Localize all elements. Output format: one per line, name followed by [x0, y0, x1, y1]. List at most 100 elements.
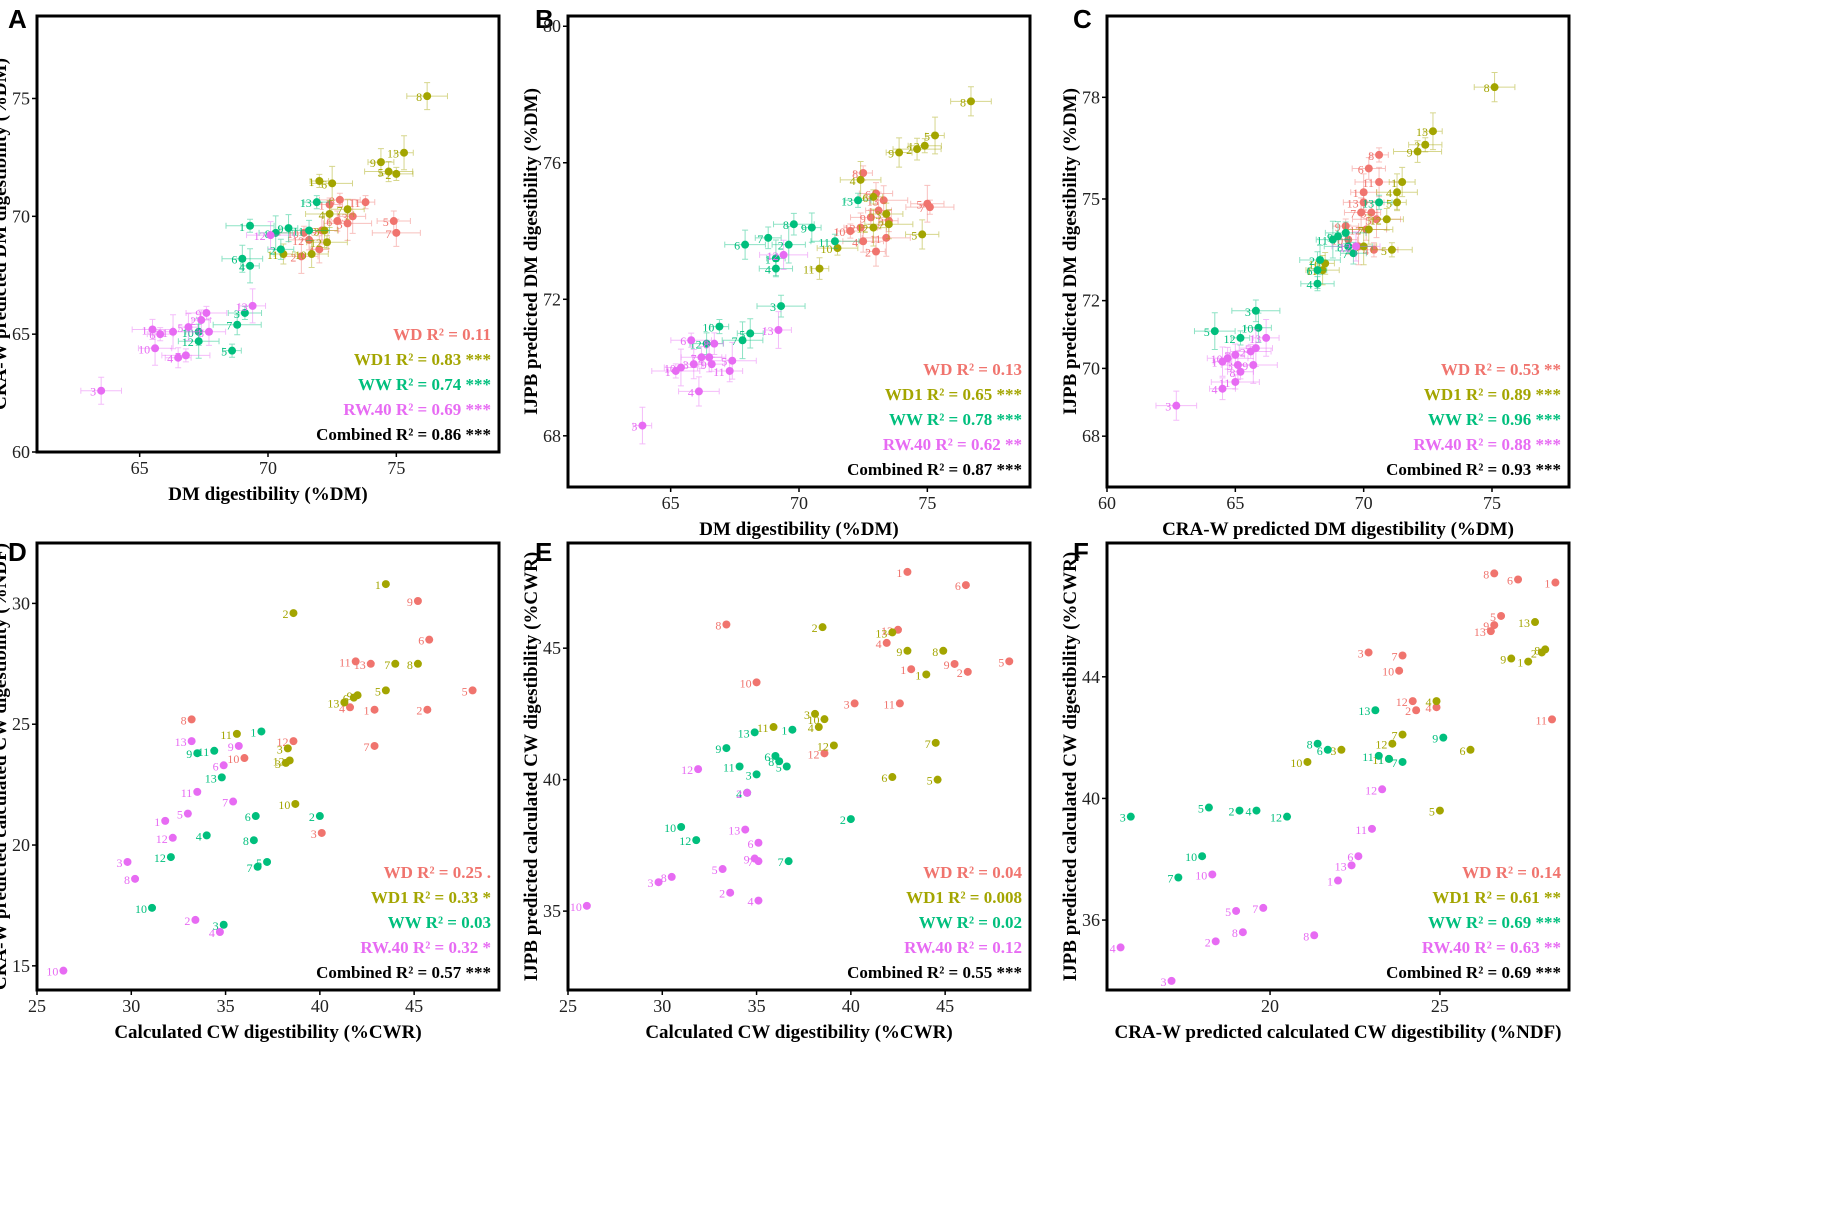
data-point: [291, 799, 300, 808]
point-label: 2: [290, 250, 296, 264]
point-label: 2: [1205, 935, 1211, 949]
y-tick-label: 76: [543, 153, 561, 173]
data-point: [253, 862, 262, 871]
point-label: 3: [1358, 646, 1364, 660]
point-label: 8: [124, 873, 130, 887]
panel-c: C861111337591210248132914512765101113191…: [1060, 4, 1571, 540]
point-label: 8: [1303, 929, 1309, 943]
data-point: [850, 699, 859, 708]
data-point: [1490, 83, 1499, 92]
data-point: [340, 698, 349, 707]
data-point: [1251, 306, 1260, 315]
legend-significance: ***: [1531, 913, 1561, 932]
point-label: 2: [840, 813, 846, 827]
point-label: 11: [349, 196, 361, 210]
point-label: 1: [154, 815, 160, 829]
legend-entry: Combined R² = 0.93 ***: [1386, 460, 1561, 479]
legend-entry: WD1 R² = 0.89 ***: [1424, 385, 1561, 404]
data-point: [307, 250, 316, 259]
point-label: 9: [370, 156, 376, 170]
data-point: [1364, 225, 1373, 234]
point-label: 4: [850, 174, 856, 188]
data-point: [1428, 127, 1437, 136]
x-axis-label: Calculated CW digestibility (%CWR): [645, 1022, 952, 1043]
data-point: [830, 237, 839, 246]
data-point: [315, 176, 324, 185]
point-label: 11: [803, 263, 815, 277]
data-point: [1432, 697, 1441, 706]
data-point: [246, 261, 255, 270]
data-point: [811, 709, 820, 718]
point-label: 7: [878, 218, 884, 232]
point-label: 9: [744, 853, 750, 867]
data-point: [1126, 812, 1135, 821]
point-label: 6: [862, 191, 868, 205]
data-point: [1328, 235, 1337, 244]
point-label: 8: [703, 338, 709, 352]
data-point: [925, 203, 934, 212]
legend-r2: WD1 R² = 0.89: [1424, 385, 1531, 404]
data-point: [166, 853, 175, 862]
legend-significance: *: [478, 938, 491, 957]
x-tick-label: 25: [559, 996, 577, 1016]
point-label: 6: [865, 187, 871, 201]
data-point: [866, 213, 875, 222]
x-tick-label: 25: [1431, 996, 1449, 1016]
data-point: [874, 206, 883, 215]
data-point: [194, 337, 203, 346]
data-point: [907, 665, 916, 674]
legend-entry: WW R² = 0.96 ***: [1428, 410, 1561, 429]
point-label: 9: [311, 224, 317, 238]
point-label: 7: [1342, 247, 1348, 261]
legend-entry: WD R² = 0.53 **: [1441, 360, 1561, 379]
x-tick-label: 40: [842, 996, 860, 1016]
data-point: [1204, 803, 1213, 812]
data-point: [771, 264, 780, 273]
legend-r2: Combined R² = 0.57: [316, 963, 462, 982]
point-label: 4: [808, 721, 814, 735]
legend-significance: **: [1540, 938, 1561, 957]
y-tick-label: 20: [12, 835, 30, 855]
legend-r2: RW.40 R² = 0.69: [343, 400, 461, 419]
data-point: [169, 327, 178, 336]
point-label: 12: [681, 763, 693, 777]
point-label: 4: [1306, 278, 1312, 292]
data-point: [1354, 852, 1363, 861]
data-point: [738, 336, 747, 345]
point-label: 9: [1407, 146, 1413, 160]
point-label: 1: [1378, 753, 1384, 767]
point-label: 7: [1358, 223, 1364, 237]
data-point: [707, 360, 716, 369]
point-label: 11: [1219, 376, 1231, 390]
data-point: [888, 773, 897, 782]
point-label: 4: [239, 260, 245, 274]
point-label: 5: [177, 808, 183, 822]
data-point: [343, 205, 352, 214]
point-label: 13: [841, 194, 853, 208]
data-point: [1323, 745, 1332, 754]
point-label: 3: [277, 742, 283, 756]
data-point: [1218, 357, 1227, 366]
series-ww: 13191187264310512: [1193, 194, 1393, 350]
point-label: 11: [293, 224, 305, 238]
data-point: [425, 635, 434, 644]
point-label: 1: [781, 724, 787, 738]
point-label: 8: [1307, 738, 1313, 752]
data-point: [741, 240, 750, 249]
data-point: [726, 888, 735, 897]
legend-entry: RW.40 R² = 0.69 ***: [343, 400, 491, 419]
data-point: [718, 865, 727, 874]
data-point: [1548, 715, 1557, 724]
point-label: 10: [1382, 665, 1394, 679]
data-point: [289, 609, 298, 618]
x-tick-label: 60: [1098, 493, 1116, 513]
data-point: [856, 223, 865, 232]
data-point: [918, 230, 927, 239]
point-label: 4: [1110, 941, 1116, 955]
y-tick-label: 68: [543, 426, 561, 446]
data-point: [775, 757, 784, 766]
point-label: 2: [812, 621, 818, 635]
point-label: 2: [1228, 805, 1234, 819]
